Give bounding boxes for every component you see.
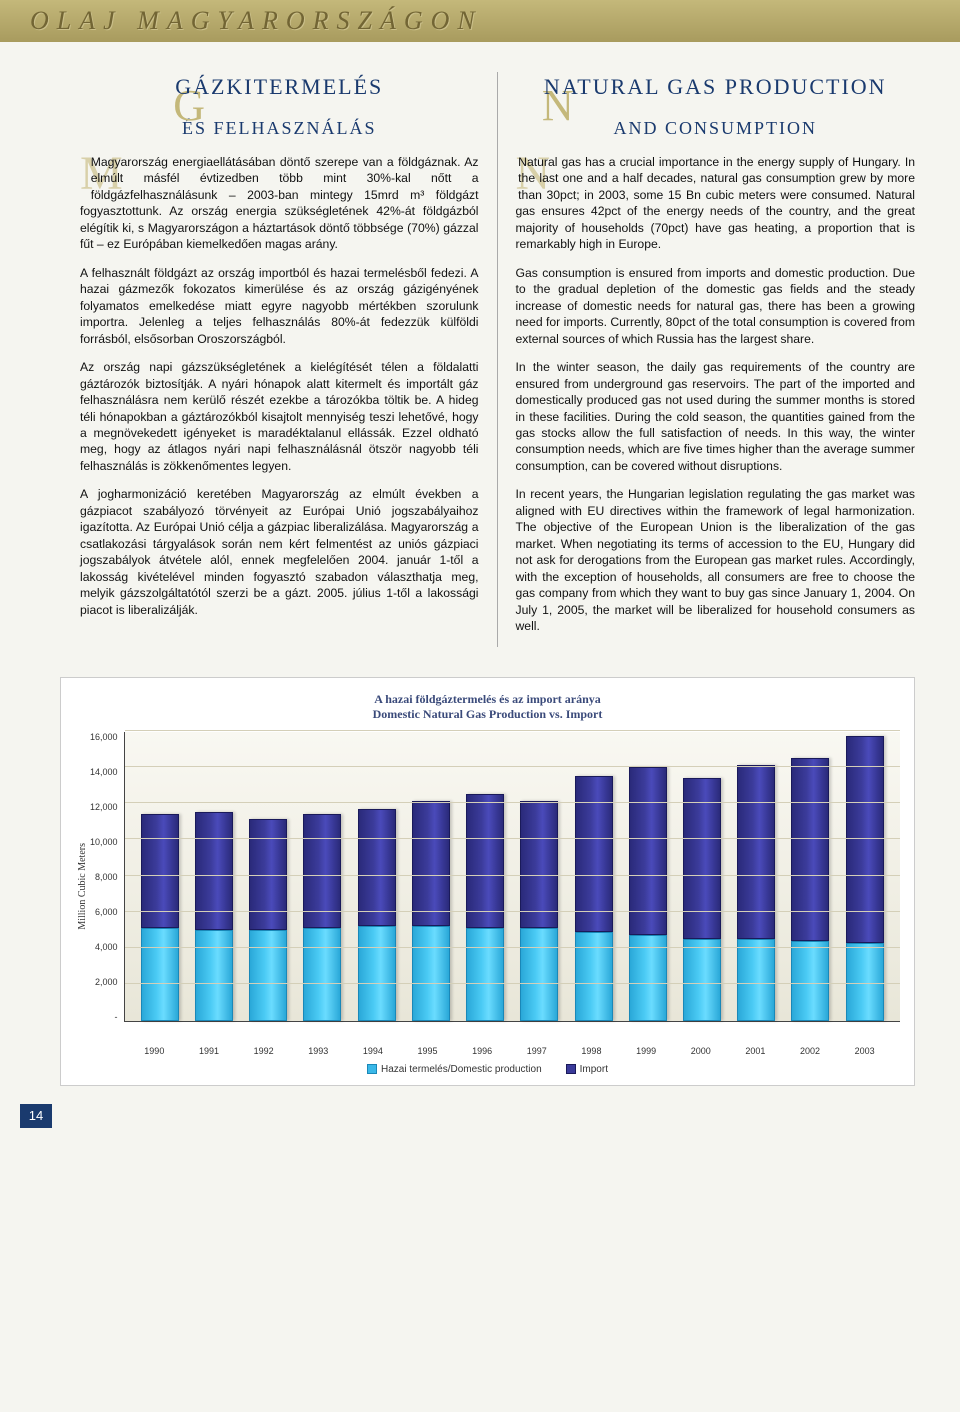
para-right-2: Gas consumption is ensured from imports … bbox=[516, 265, 916, 347]
swatch-domestic-icon bbox=[367, 1064, 377, 1074]
y-tick-label: 6,000 bbox=[90, 907, 118, 917]
bar-segment-domestic bbox=[520, 928, 558, 1020]
bar-segment-domestic bbox=[466, 928, 504, 1020]
para-left-1: M Magyarország energiaellátásában döntő … bbox=[80, 154, 479, 253]
y-tick-label: 14,000 bbox=[90, 767, 118, 777]
x-tick-label: 1990 bbox=[144, 1046, 164, 1056]
bar-segment-import bbox=[466, 794, 504, 928]
x-tick-label: 1994 bbox=[363, 1046, 383, 1056]
gridline bbox=[125, 947, 900, 948]
bar-stack bbox=[846, 736, 884, 1021]
bar-segment-import bbox=[195, 812, 233, 930]
x-tick-label: 1995 bbox=[418, 1046, 438, 1056]
para-left-4: A jogharmonizáció keretében Magyarország… bbox=[80, 486, 479, 618]
bar-segment-domestic bbox=[791, 941, 829, 1021]
x-tick-label: 2003 bbox=[855, 1046, 875, 1056]
page-number: 14 bbox=[20, 1104, 52, 1128]
para-right-4: In recent years, the Hungarian legislati… bbox=[516, 486, 916, 634]
bar-segment-domestic bbox=[629, 935, 667, 1020]
x-tick-label: 1998 bbox=[581, 1046, 601, 1056]
x-tick-label: 1993 bbox=[308, 1046, 328, 1056]
swatch-import-icon bbox=[566, 1064, 576, 1074]
x-tick-label: 1992 bbox=[254, 1046, 274, 1056]
bar-segment-domestic bbox=[195, 930, 233, 1021]
y-ticks: - 2,000 4,000 6,000 8,000 10,000 12,000 14,000 1… bbox=[90, 732, 124, 1022]
bar-segment-import bbox=[737, 765, 775, 939]
x-tick-label: 1999 bbox=[636, 1046, 656, 1056]
gridline bbox=[125, 730, 900, 731]
bar-stack bbox=[466, 794, 504, 1021]
column-hungarian: G GÁZKITERMELÉS ÉS FELHASZNÁLÁS M Magyar… bbox=[80, 72, 498, 647]
legend-item-domestic: Hazai termelés/Domestic production bbox=[367, 1064, 542, 1075]
para-right-1: N Natural gas has a crucial importance i… bbox=[516, 154, 916, 253]
bar-segment-domestic bbox=[683, 939, 721, 1021]
chart-legend: Hazai termelés/Domestic production Impor… bbox=[75, 1064, 900, 1075]
heading-left-line1: GÁZKITERMELÉS bbox=[175, 74, 383, 99]
heading-left: G GÁZKITERMELÉS bbox=[80, 72, 479, 102]
gridline bbox=[125, 911, 900, 912]
chart-plot bbox=[124, 732, 900, 1022]
page: OLAJ MAGYARORSZÁGON G GÁZKITERMELÉS ÉS F… bbox=[0, 0, 960, 1148]
header-banner: OLAJ MAGYARORSZÁGON bbox=[0, 0, 960, 42]
gridline bbox=[125, 838, 900, 839]
legend-item-import: Import bbox=[566, 1064, 608, 1075]
bar-segment-import bbox=[412, 801, 450, 926]
bar-stack bbox=[303, 814, 341, 1021]
bar-segment-domestic bbox=[575, 932, 613, 1021]
bar-stack bbox=[141, 814, 179, 1021]
bar-stack bbox=[195, 812, 233, 1020]
bars-group bbox=[125, 732, 900, 1021]
y-tick-label: 4,000 bbox=[90, 942, 118, 952]
x-tick-label: 1996 bbox=[472, 1046, 492, 1056]
x-tick-label: 1991 bbox=[199, 1046, 219, 1056]
heading-left-line2: ÉS FELHASZNÁLÁS bbox=[80, 116, 479, 140]
bar-segment-domestic bbox=[737, 939, 775, 1021]
column-english: N NATURAL GAS PRODUCTION AND CONSUMPTION… bbox=[498, 72, 916, 647]
bar-segment-domestic bbox=[412, 926, 450, 1020]
bar-segment-domestic bbox=[249, 930, 287, 1021]
y-tick-label: - bbox=[90, 1012, 118, 1022]
x-tick-label: 2001 bbox=[745, 1046, 765, 1056]
heading-right-line1: NATURAL GAS PRODUCTION bbox=[544, 74, 887, 99]
bar-stack bbox=[791, 758, 829, 1021]
para-left-3: Az ország napi gázszükségletének a kielé… bbox=[80, 359, 479, 474]
heading-right-line2: AND CONSUMPTION bbox=[516, 116, 916, 140]
chart-title-en: Domestic Natural Gas Production vs. Impo… bbox=[75, 707, 900, 722]
y-tick-label: 2,000 bbox=[90, 977, 118, 987]
bar-stack bbox=[737, 765, 775, 1021]
gridline bbox=[125, 766, 900, 767]
bar-segment-domestic bbox=[141, 928, 179, 1020]
para-right-3: In the winter season, the daily gas requ… bbox=[516, 359, 916, 474]
bar-segment-import bbox=[575, 776, 613, 932]
content-columns: G GÁZKITERMELÉS ÉS FELHASZNÁLÁS M Magyar… bbox=[0, 42, 960, 667]
x-tick-label: 1997 bbox=[527, 1046, 547, 1056]
bar-segment-import bbox=[358, 809, 396, 927]
bar-segment-domestic bbox=[303, 928, 341, 1020]
gridline bbox=[125, 802, 900, 803]
bar-segment-domestic bbox=[358, 926, 396, 1020]
chart-title-hu: A hazai földgáztermelés és az import ará… bbox=[75, 692, 900, 707]
x-ticks: 1990 1991 1992 1993 1994 1995 1996 1997 1998 1999… bbox=[75, 1042, 900, 1056]
chart-area: Million Cubic Meters - 2,000 4,000 6,000 8,0… bbox=[75, 732, 900, 1042]
para-left-2: A felhasznált földgázt az ország importb… bbox=[80, 265, 479, 347]
y-tick-label: 8,000 bbox=[90, 872, 118, 882]
bar-stack bbox=[249, 819, 287, 1020]
chart-title: A hazai földgáztermelés és az import ará… bbox=[75, 692, 900, 722]
y-axis-label: Million Cubic Meters bbox=[75, 843, 90, 930]
x-tick-label: 2002 bbox=[800, 1046, 820, 1056]
x-tick-label: 2000 bbox=[691, 1046, 711, 1056]
banner-text: OLAJ MAGYARORSZÁGON bbox=[30, 6, 483, 36]
bar-segment-import bbox=[791, 758, 829, 941]
gridline bbox=[125, 983, 900, 984]
y-tick-label: 10,000 bbox=[90, 837, 118, 847]
gridline bbox=[125, 875, 900, 876]
bar-segment-import bbox=[520, 801, 558, 928]
bar-stack bbox=[358, 809, 396, 1021]
y-tick-label: 12,000 bbox=[90, 802, 118, 812]
y-tick-label: 16,000 bbox=[90, 732, 118, 742]
chart-container: A hazai földgáztermelés és az import ará… bbox=[60, 677, 915, 1086]
heading-right: N NATURAL GAS PRODUCTION bbox=[516, 72, 916, 102]
bar-segment-domestic bbox=[846, 943, 884, 1021]
